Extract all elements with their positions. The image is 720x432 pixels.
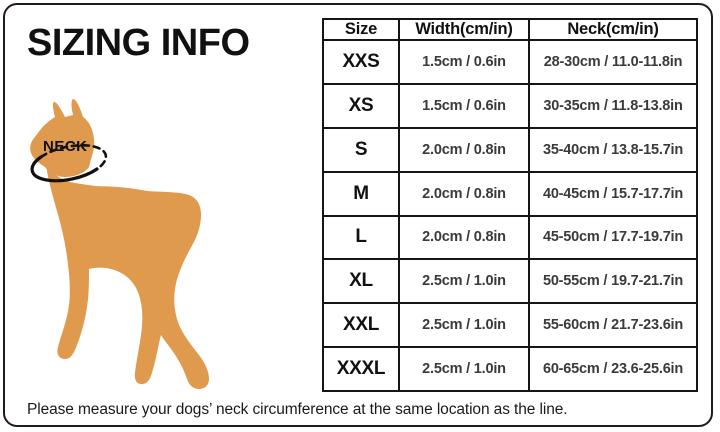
column-header-neck: Neck(cm/in) — [528, 18, 698, 41]
table-row: L 2.0cm / 0.8in 45-50cm / 17.7-19.7in — [322, 214, 698, 261]
cell-width: 2.0cm / 0.8in — [398, 170, 530, 217]
cell-size: XS — [322, 82, 400, 129]
cell-size: XL — [322, 258, 400, 305]
cell-size: XXXL — [322, 346, 400, 392]
cell-size: S — [322, 126, 400, 173]
cell-width: 2.5cm / 1.0in — [398, 346, 530, 392]
cell-neck: 55-60cm / 21.7-23.6in — [528, 302, 698, 349]
column-header-width: Width(cm/in) — [398, 18, 530, 41]
page-title: SIZING INFO — [27, 22, 250, 64]
cell-size: L — [322, 214, 400, 261]
cell-size: XXS — [322, 39, 400, 85]
dog-body-shape — [30, 99, 209, 389]
neck-dashed-arc — [39, 143, 108, 171]
cell-width: 2.5cm / 1.0in — [398, 258, 530, 305]
dog-silhouette-illustration: NECK — [23, 91, 315, 391]
table-row: XL 2.5cm / 1.0in 50-55cm / 19.7-21.7in — [322, 258, 698, 305]
cell-neck: 50-55cm / 19.7-21.7in — [528, 258, 698, 305]
measure-instruction-caption: Please measure your dogs’ neck circumfer… — [27, 401, 568, 418]
column-header-size: Size — [322, 18, 400, 41]
cell-neck: 28-30cm / 11.0-11.8in — [528, 39, 698, 85]
table-row: XS 1.5cm / 0.6in 30-35cm / 11.8-13.8in — [322, 82, 698, 129]
cell-width: 2.0cm / 0.8in — [398, 126, 530, 173]
cell-neck: 60-65cm / 23.6-25.6in — [528, 346, 698, 392]
table-row: XXL 2.5cm / 1.0in 55-60cm / 21.7-23.6in — [322, 302, 698, 349]
cell-neck: 35-40cm / 13.8-15.7in — [528, 126, 698, 173]
cell-neck: 40-45cm / 15.7-17.7in — [528, 170, 698, 217]
table-row: XXS 1.5cm / 0.6in 28-30cm / 11.0-11.8in — [322, 39, 698, 85]
neck-solid-arc — [30, 155, 99, 183]
table-row: S 2.0cm / 0.8in 35-40cm / 13.8-15.7in — [322, 126, 698, 173]
cell-size: M — [322, 170, 400, 217]
size-table-container: Size Width(cm/in) Neck(cm/in) XXS 1.5cm … — [322, 18, 698, 392]
cell-neck: 45-50cm / 17.7-19.7in — [528, 214, 698, 261]
size-chart-table: Size Width(cm/in) Neck(cm/in) XXS 1.5cm … — [322, 18, 698, 392]
neck-label: NECK — [43, 138, 88, 155]
neck-measure-ellipse — [30, 143, 108, 183]
sizing-info-card: SIZING INFO NECK Size — [3, 3, 713, 427]
table-row: M 2.0cm / 0.8in 40-45cm / 15.7-17.7in — [322, 170, 698, 217]
cell-width: 2.5cm / 1.0in — [398, 302, 530, 349]
cell-size: XXL — [322, 302, 400, 349]
cell-width: 1.5cm / 0.6in — [398, 39, 530, 85]
cell-neck: 30-35cm / 11.8-13.8in — [528, 82, 698, 129]
cell-width: 1.5cm / 0.6in — [398, 82, 530, 129]
table-row: XXXL 2.5cm / 1.0in 60-65cm / 23.6-25.6in — [322, 346, 698, 392]
cell-width: 2.0cm / 0.8in — [398, 214, 530, 261]
table-header-row: Size Width(cm/in) Neck(cm/in) — [322, 18, 698, 41]
